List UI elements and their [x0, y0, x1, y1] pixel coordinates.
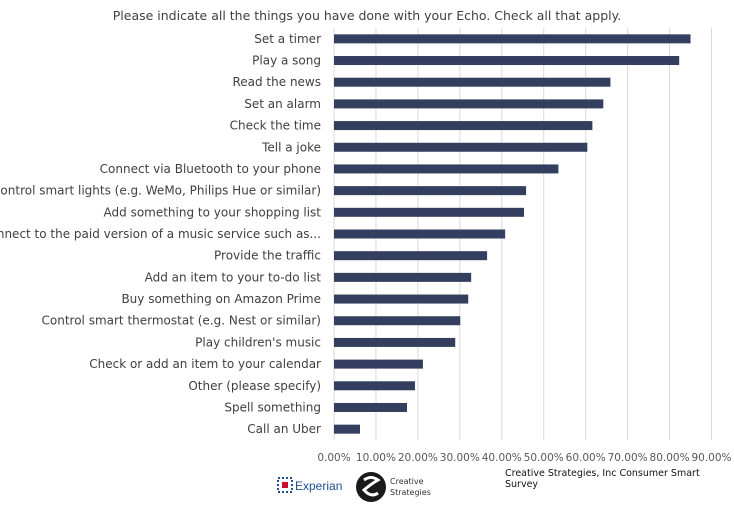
- category-label: Tell a joke: [261, 140, 321, 154]
- bar: [334, 207, 525, 217]
- chart-title: Please indicate all the things you have …: [112, 8, 622, 23]
- creative-strategies-logo: Creative Strategies: [356, 472, 431, 502]
- x-tick-label: 30.00%: [440, 452, 480, 464]
- x-tick-label: 90.00%: [691, 452, 731, 464]
- logos: Experian Creative Strategies: [276, 470, 476, 508]
- x-tick-label: 60.00%: [566, 452, 606, 464]
- category-label: Play children's music: [195, 335, 321, 349]
- bar: [334, 251, 488, 261]
- bar: [334, 77, 611, 87]
- category-label: Read the news: [232, 75, 321, 89]
- category-label: Buy something on Amazon Prime: [121, 292, 321, 306]
- category-label: Provide the traffic: [214, 249, 321, 263]
- category-label: Play a song: [252, 54, 321, 68]
- x-tick-label: 70.00%: [608, 452, 648, 464]
- bar: [334, 56, 680, 66]
- cs-logo-line2: Strategies: [390, 488, 431, 497]
- category-label: Add something to your shopping list: [104, 205, 322, 219]
- bar: [334, 381, 415, 391]
- bar: [334, 337, 456, 347]
- bar: [334, 424, 361, 434]
- bar: [334, 164, 559, 174]
- source-note: Creative Strategies, Inc Consumer Smart …: [505, 468, 700, 490]
- bar: [334, 316, 461, 326]
- category-label: Call an Uber: [247, 422, 321, 436]
- bar: [334, 402, 407, 412]
- x-tick-label: 20.00%: [398, 452, 438, 464]
- category-label: Control smart thermostat (e.g. Nest or s…: [42, 314, 321, 328]
- x-tick-label: 10.00%: [356, 452, 396, 464]
- category-label: Connect via Bluetooth to your phone: [100, 162, 321, 176]
- bar: [334, 142, 588, 152]
- x-tick-label: 0.00%: [317, 452, 350, 464]
- x-tick-label: 50.00%: [524, 452, 564, 464]
- bar: [334, 99, 604, 109]
- experian-logo: Experian: [277, 477, 342, 493]
- bar: [334, 272, 472, 282]
- category-label: Other (please specify): [188, 379, 321, 393]
- x-tick-label: 80.00%: [650, 452, 690, 464]
- category-label: Set an alarm: [244, 97, 321, 111]
- category-label: Check the time: [230, 119, 321, 133]
- bar-chart: 0.00% 10.00% 20.00% 30.00% 40.00% 50.00% 60.00…: [0, 28, 732, 464]
- bar: [334, 359, 423, 369]
- category-label: Set a timer: [254, 32, 321, 46]
- category-label: Check or add an item to your calendar: [89, 357, 321, 371]
- cs-logo-line1: Creative: [390, 477, 424, 486]
- category-label: Add an item to your to-do list: [145, 270, 322, 284]
- category-label: Control smart lights (e.g. WeMo, Philips…: [0, 184, 321, 198]
- bar: [334, 294, 469, 304]
- experian-logo-text: Experian: [295, 479, 342, 493]
- bar: [334, 229, 506, 239]
- x-tick-label: 40.00%: [482, 452, 522, 464]
- bar: [334, 186, 527, 196]
- bar: [334, 121, 593, 131]
- bar: [334, 34, 691, 44]
- category-label: Spell something: [224, 400, 321, 414]
- category-label: Connect to the paid version of a music s…: [0, 227, 321, 241]
